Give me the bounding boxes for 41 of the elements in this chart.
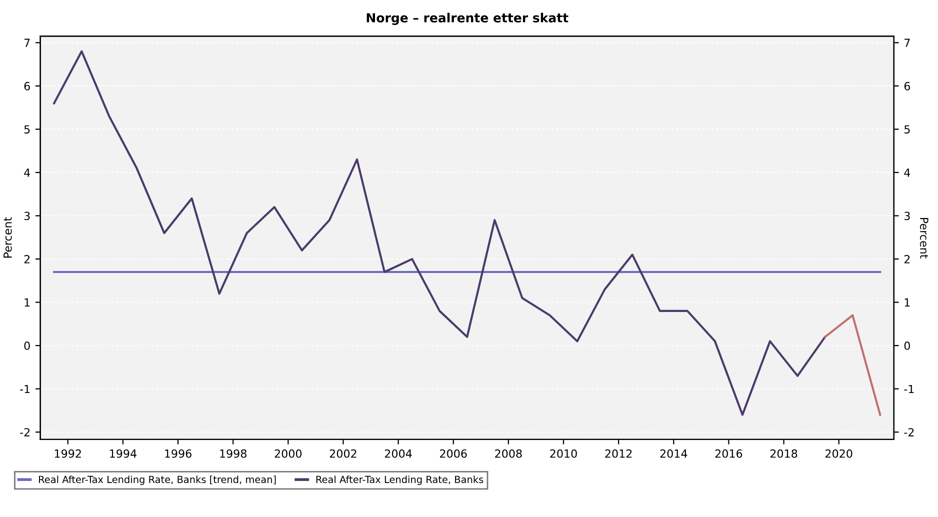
x-tick-label: 2016 <box>715 449 742 458</box>
x-tick-label: 2020 <box>826 449 852 458</box>
x-tick-label: 2012 <box>605 449 632 458</box>
legend-label: Real After-Tax Lending Rate, Banks [trend, mean] <box>39 476 276 486</box>
x-tick-label: 1994 <box>110 449 136 458</box>
y2-axis-title: Percent <box>920 218 928 258</box>
line-series <box>53 50 826 416</box>
legend-label: Real After-Tax Lending Rate, Banks <box>316 476 484 486</box>
y-axis-title: Percent <box>4 217 12 258</box>
y-tick-label: 0 <box>24 342 30 350</box>
y2-tick-label: 0 <box>904 342 910 350</box>
x-tick-label: 2002 <box>330 449 356 458</box>
x-tick-label: 2018 <box>770 449 798 458</box>
chart-title: Norge – realrente etter skatt <box>366 12 568 25</box>
y2-tick-label: 1 <box>904 298 910 307</box>
y-tick-label: 7 <box>24 38 30 47</box>
y-tick-label: 5 <box>24 125 30 134</box>
x-tick-label: 1992 <box>54 449 81 458</box>
y-tick-label: -2 <box>20 428 30 436</box>
y-tick-label: 6 <box>24 82 30 90</box>
x-tick-label: 2014 <box>660 449 688 458</box>
x-tick-label: 2006 <box>440 449 467 458</box>
x-tick-label: 2000 <box>274 449 302 458</box>
y2-tick-label: 4 <box>904 168 910 177</box>
x-tick-label: 2004 <box>384 449 412 458</box>
x-tick-label: 1996 <box>165 449 192 458</box>
y2-tick-label: 6 <box>904 82 910 90</box>
y2-tick-label: 7 <box>904 38 910 47</box>
y-tick-label: -1 <box>20 384 30 394</box>
x-tick-label: 2008 <box>495 449 522 458</box>
x-tick-label: 1998 <box>220 449 246 458</box>
y-tick-label: 2 <box>24 254 30 264</box>
y-tick-label: 3 <box>24 212 30 220</box>
y2-tick-label: -1 <box>904 384 914 394</box>
y-tick-label: 4 <box>24 168 30 177</box>
y2-tick-label: -2 <box>904 428 914 436</box>
y2-tick-label: 2 <box>904 254 910 264</box>
y-tick-label: 1 <box>24 298 30 307</box>
x-tick-label: 2010 <box>550 449 577 458</box>
y2-tick-label: 3 <box>904 212 910 220</box>
y2-tick-label: 5 <box>904 125 910 134</box>
